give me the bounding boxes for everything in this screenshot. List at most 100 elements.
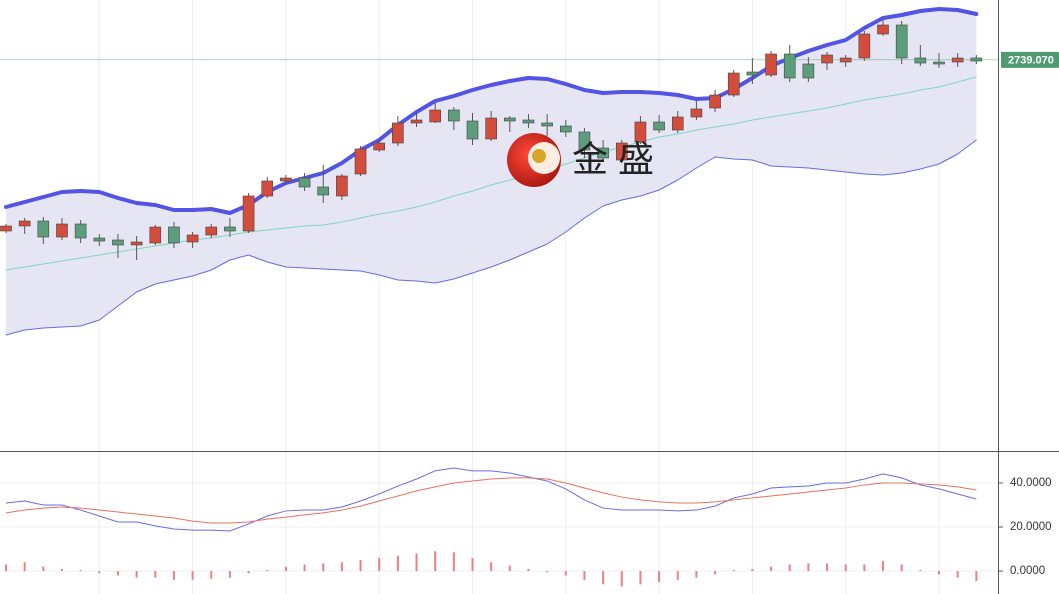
candle-body [448,109,460,122]
candle-body [877,24,889,35]
histogram-bar [938,571,940,575]
candle-body [37,220,50,238]
last-price-box [1001,51,1059,68]
histogram-bar [359,560,362,572]
candle-body [410,119,423,124]
histogram-bar [844,564,847,572]
histogram-bar [826,563,829,572]
candle-body [485,117,497,140]
histogram-bar [266,569,269,572]
histogram-bar [788,564,791,572]
candle-body [18,220,31,227]
candle-body [504,117,516,122]
candle-body [821,54,833,64]
histogram-bar [135,571,138,578]
logo-gold [532,149,546,163]
band-line [5,76,977,271]
candle-body [242,195,255,232]
candle-body [168,226,180,244]
histogram-bar [434,551,437,572]
candle-body [970,57,983,62]
histogram-bar [956,571,959,578]
histogram-bar [882,561,885,572]
histogram-bar [564,571,567,576]
histogram-bar [676,571,679,580]
candle-body [802,63,815,79]
histogram-bar [751,568,754,572]
candle-body [615,142,628,161]
candle-body [578,131,591,151]
histogram-bar [303,564,306,572]
histogram-bar [732,569,735,572]
candle-body [914,57,927,64]
histogram-bar [583,571,586,580]
histogram-bar [639,571,642,585]
indicator-line [5,477,977,524]
candle-body [373,142,386,151]
candle-body [224,226,236,232]
candle-body [671,116,684,131]
candle-body [895,24,908,59]
candle-body [317,186,330,196]
candle-body [354,148,367,175]
histogram-bar [490,562,493,572]
candle-body [392,122,404,144]
histogram-bar [116,571,119,576]
candle-body [261,180,274,197]
histogram-bar [340,562,343,572]
candle-body [597,147,609,159]
candle-body [149,226,162,244]
candle-body [298,177,311,188]
histogram-bar [863,564,866,572]
candle-body [522,119,535,124]
candle-body [93,237,106,242]
histogram-bar [79,569,82,572]
candle-body [112,239,124,246]
candle-body [56,223,68,238]
candle-body [746,71,759,76]
y-tick-label: 20.0000 [1010,521,1052,533]
y-tick-label: 40.0000 [1010,477,1052,489]
indicator-line [5,467,977,532]
candle-body [559,125,572,133]
histogram-bar [228,571,231,578]
histogram-bar [658,571,661,583]
histogram-bar [60,568,63,572]
watermark-text: 金 盛 [572,139,654,180]
histogram-bar [396,555,399,572]
candle-body [466,120,479,140]
band-line [5,139,977,336]
histogram-bar [602,571,605,585]
candle-body [74,223,87,239]
histogram-bar [452,552,455,572]
candle-body [205,226,218,236]
candle-body [130,241,143,246]
candle-body [783,53,796,79]
histogram-bar [770,566,773,572]
histogram-bar [42,566,45,572]
candle-body [541,122,553,127]
histogram-bar [5,564,7,572]
histogram-bar [546,571,549,573]
candle-body [709,94,721,109]
candle-body [653,121,665,131]
plot-layer: 2739.070 金 盛 40.0000 20.0000 0.0000 [0,7,1059,587]
histogram-bar [714,571,717,575]
y-tick-label: 0.0000 [1010,565,1045,577]
histogram-bar [807,563,810,572]
histogram-bar [247,571,250,574]
histogram-bar [172,571,175,580]
candle-body [280,177,292,182]
candle-body [0,225,12,232]
histogram-bar [620,571,623,587]
last-price-label: 2739.070 [1008,54,1054,66]
histogram-bar [975,571,978,581]
candle-body [765,53,777,76]
candle-body [933,61,945,65]
histogram-bar [154,571,157,578]
histogram-bar [191,571,194,580]
histogram-bar [919,569,922,572]
histogram-bar [98,571,101,574]
histogram-bar [322,563,325,572]
